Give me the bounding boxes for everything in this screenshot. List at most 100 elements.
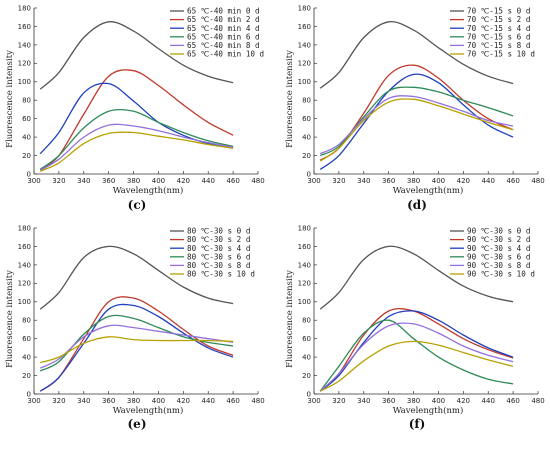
y-tick-label: 20 <box>22 152 31 160</box>
x-tick-label: 440 <box>202 177 215 185</box>
y-tick-label: 40 <box>302 134 311 142</box>
y-tick-label: 140 <box>18 261 31 269</box>
x-tick-label: 300 <box>27 177 40 185</box>
legend-entry: 65 ℃-40 min 6 d <box>187 32 260 41</box>
legend-entry: 80 ℃-30 s 2 d <box>187 235 250 244</box>
chart-panel-4: 0 20 40 60 80 100 120 140 160 180 300 320 340 360 380 4… <box>285 224 545 431</box>
y-tick-label: 100 <box>298 78 311 86</box>
x-tick-label: 480 <box>251 177 264 185</box>
y-axis-label: Fluorescence intensity <box>285 270 295 368</box>
y-tick-label: 20 <box>302 372 311 380</box>
x-tick-label: 340 <box>77 397 90 405</box>
y-tick-label: 100 <box>298 298 311 306</box>
y-tick-label: 60 <box>302 335 311 343</box>
x-tick-label: 460 <box>506 177 519 185</box>
x-tick-label: 440 <box>202 397 215 405</box>
x-tick-label: 320 <box>332 177 345 185</box>
series-line-4 <box>319 319 514 392</box>
x-tick-label: 460 <box>226 397 239 405</box>
legend-entry: 65 ℃-40 min 4 d <box>187 24 260 33</box>
series-line-1 <box>319 245 514 310</box>
x-tick-label: 360 <box>382 177 395 185</box>
series-line-4 <box>39 108 234 170</box>
x-tick-label: 460 <box>226 177 239 185</box>
legend-entry: 65 ℃-40 min 0 d <box>187 7 260 16</box>
panel-label: (e) <box>128 417 147 431</box>
x-tick-label: 320 <box>52 177 65 185</box>
x-tick-label: 420 <box>177 177 190 185</box>
legend-entry: 65 ℃-40 min 2 d <box>187 15 260 24</box>
series-line-3 <box>319 310 514 392</box>
legend-entry: 70 ℃-15 s 8 d <box>467 41 530 50</box>
series-line-2 <box>39 69 234 170</box>
y-tick-label: 120 <box>298 280 311 288</box>
series-line-3 <box>39 303 234 392</box>
y-tick-label: 140 <box>298 41 311 49</box>
x-tick-label: 380 <box>407 397 420 405</box>
x-tick-label: 420 <box>177 397 190 405</box>
x-tick-label: 400 <box>432 397 445 405</box>
legend-entry: 80 ℃-30 s 8 d <box>187 261 250 270</box>
y-tick-label: 180 <box>18 224 31 232</box>
y-tick-label: 0 <box>307 390 311 398</box>
legend-entry: 65 ℃-40 min 10 d <box>187 50 264 59</box>
x-tick-label: 480 <box>531 177 544 185</box>
x-axis-label: Wavelength(nm) <box>393 405 464 416</box>
series-line-2 <box>319 308 514 392</box>
legend-entry: 90 ℃-30 s 10 d <box>467 270 535 279</box>
y-axis-label: Fluorescence intensity <box>285 50 295 148</box>
x-tick-label: 320 <box>332 397 345 405</box>
x-tick-label: 380 <box>127 177 140 185</box>
x-tick-label: 300 <box>307 397 320 405</box>
x-tick-label: 380 <box>127 397 140 405</box>
y-tick-label: 180 <box>298 4 311 12</box>
series-line-6 <box>40 336 234 364</box>
y-tick-label: 100 <box>18 78 31 86</box>
x-tick-label: 480 <box>251 397 264 405</box>
panel-label: (f) <box>409 417 426 431</box>
y-tick-label: 160 <box>18 23 31 31</box>
legend-entry: 90 ℃-30 s 6 d <box>467 252 530 261</box>
y-tick-label: 0 <box>27 390 31 398</box>
y-tick-label: 140 <box>298 261 311 269</box>
x-tick-label: 380 <box>407 177 420 185</box>
legend-entry: 70 ℃-15 s 10 d <box>467 50 535 59</box>
chart-panel-2: 0 20 40 60 80 100 120 140 160 180 300 320 340 360 380 4… <box>285 4 545 212</box>
x-tick-label: 340 <box>357 177 370 185</box>
x-tick-label: 440 <box>482 397 495 405</box>
y-tick-label: 160 <box>298 23 311 31</box>
y-tick-label: 20 <box>22 372 31 380</box>
y-tick-label: 20 <box>302 152 311 160</box>
x-axis-label: Wavelength(nm) <box>113 185 184 196</box>
legend-entry: 80 ℃-30 s 0 d <box>187 227 250 236</box>
x-tick-label: 400 <box>152 177 165 185</box>
y-tick-label: 80 <box>22 97 31 105</box>
y-tick-label: 80 <box>302 97 311 105</box>
x-tick-label: 440 <box>482 177 495 185</box>
panel-label: (d) <box>407 198 427 212</box>
y-tick-label: 160 <box>298 243 311 251</box>
x-tick-label: 480 <box>531 397 544 405</box>
series-line-6 <box>319 98 514 162</box>
y-tick-label: 60 <box>22 335 31 343</box>
x-tick-label: 400 <box>152 397 165 405</box>
y-tick-label: 180 <box>18 4 31 12</box>
legend-entry: 90 ℃-30 s 0 d <box>467 227 530 236</box>
legend-entry: 80 ℃-30 s 6 d <box>187 252 250 261</box>
chart-panel-3: 0 20 40 60 80 100 120 140 160 180 300 320 340 360 380 4… <box>5 224 265 431</box>
y-tick-label: 100 <box>18 298 31 306</box>
y-tick-label: 80 <box>302 317 311 325</box>
x-axis-label: Wavelength(nm) <box>113 405 184 416</box>
legend-entry: 80 ℃-30 s 4 d <box>187 244 250 253</box>
legend-entry: 70 ℃-15 s 4 d <box>467 24 530 33</box>
y-tick-label: 120 <box>298 60 311 68</box>
y-tick-label: 40 <box>302 354 311 362</box>
legend-entry: 80 ℃-30 s 10 d <box>187 270 255 279</box>
x-tick-label: 300 <box>27 397 40 405</box>
legend-entry: 90 ℃-30 s 2 d <box>467 235 530 244</box>
y-tick-label: 180 <box>298 224 311 232</box>
y-tick-label: 120 <box>18 60 31 68</box>
y-tick-label: 60 <box>302 115 311 123</box>
legend-entry: 90 ℃-30 s 8 d <box>467 261 530 270</box>
